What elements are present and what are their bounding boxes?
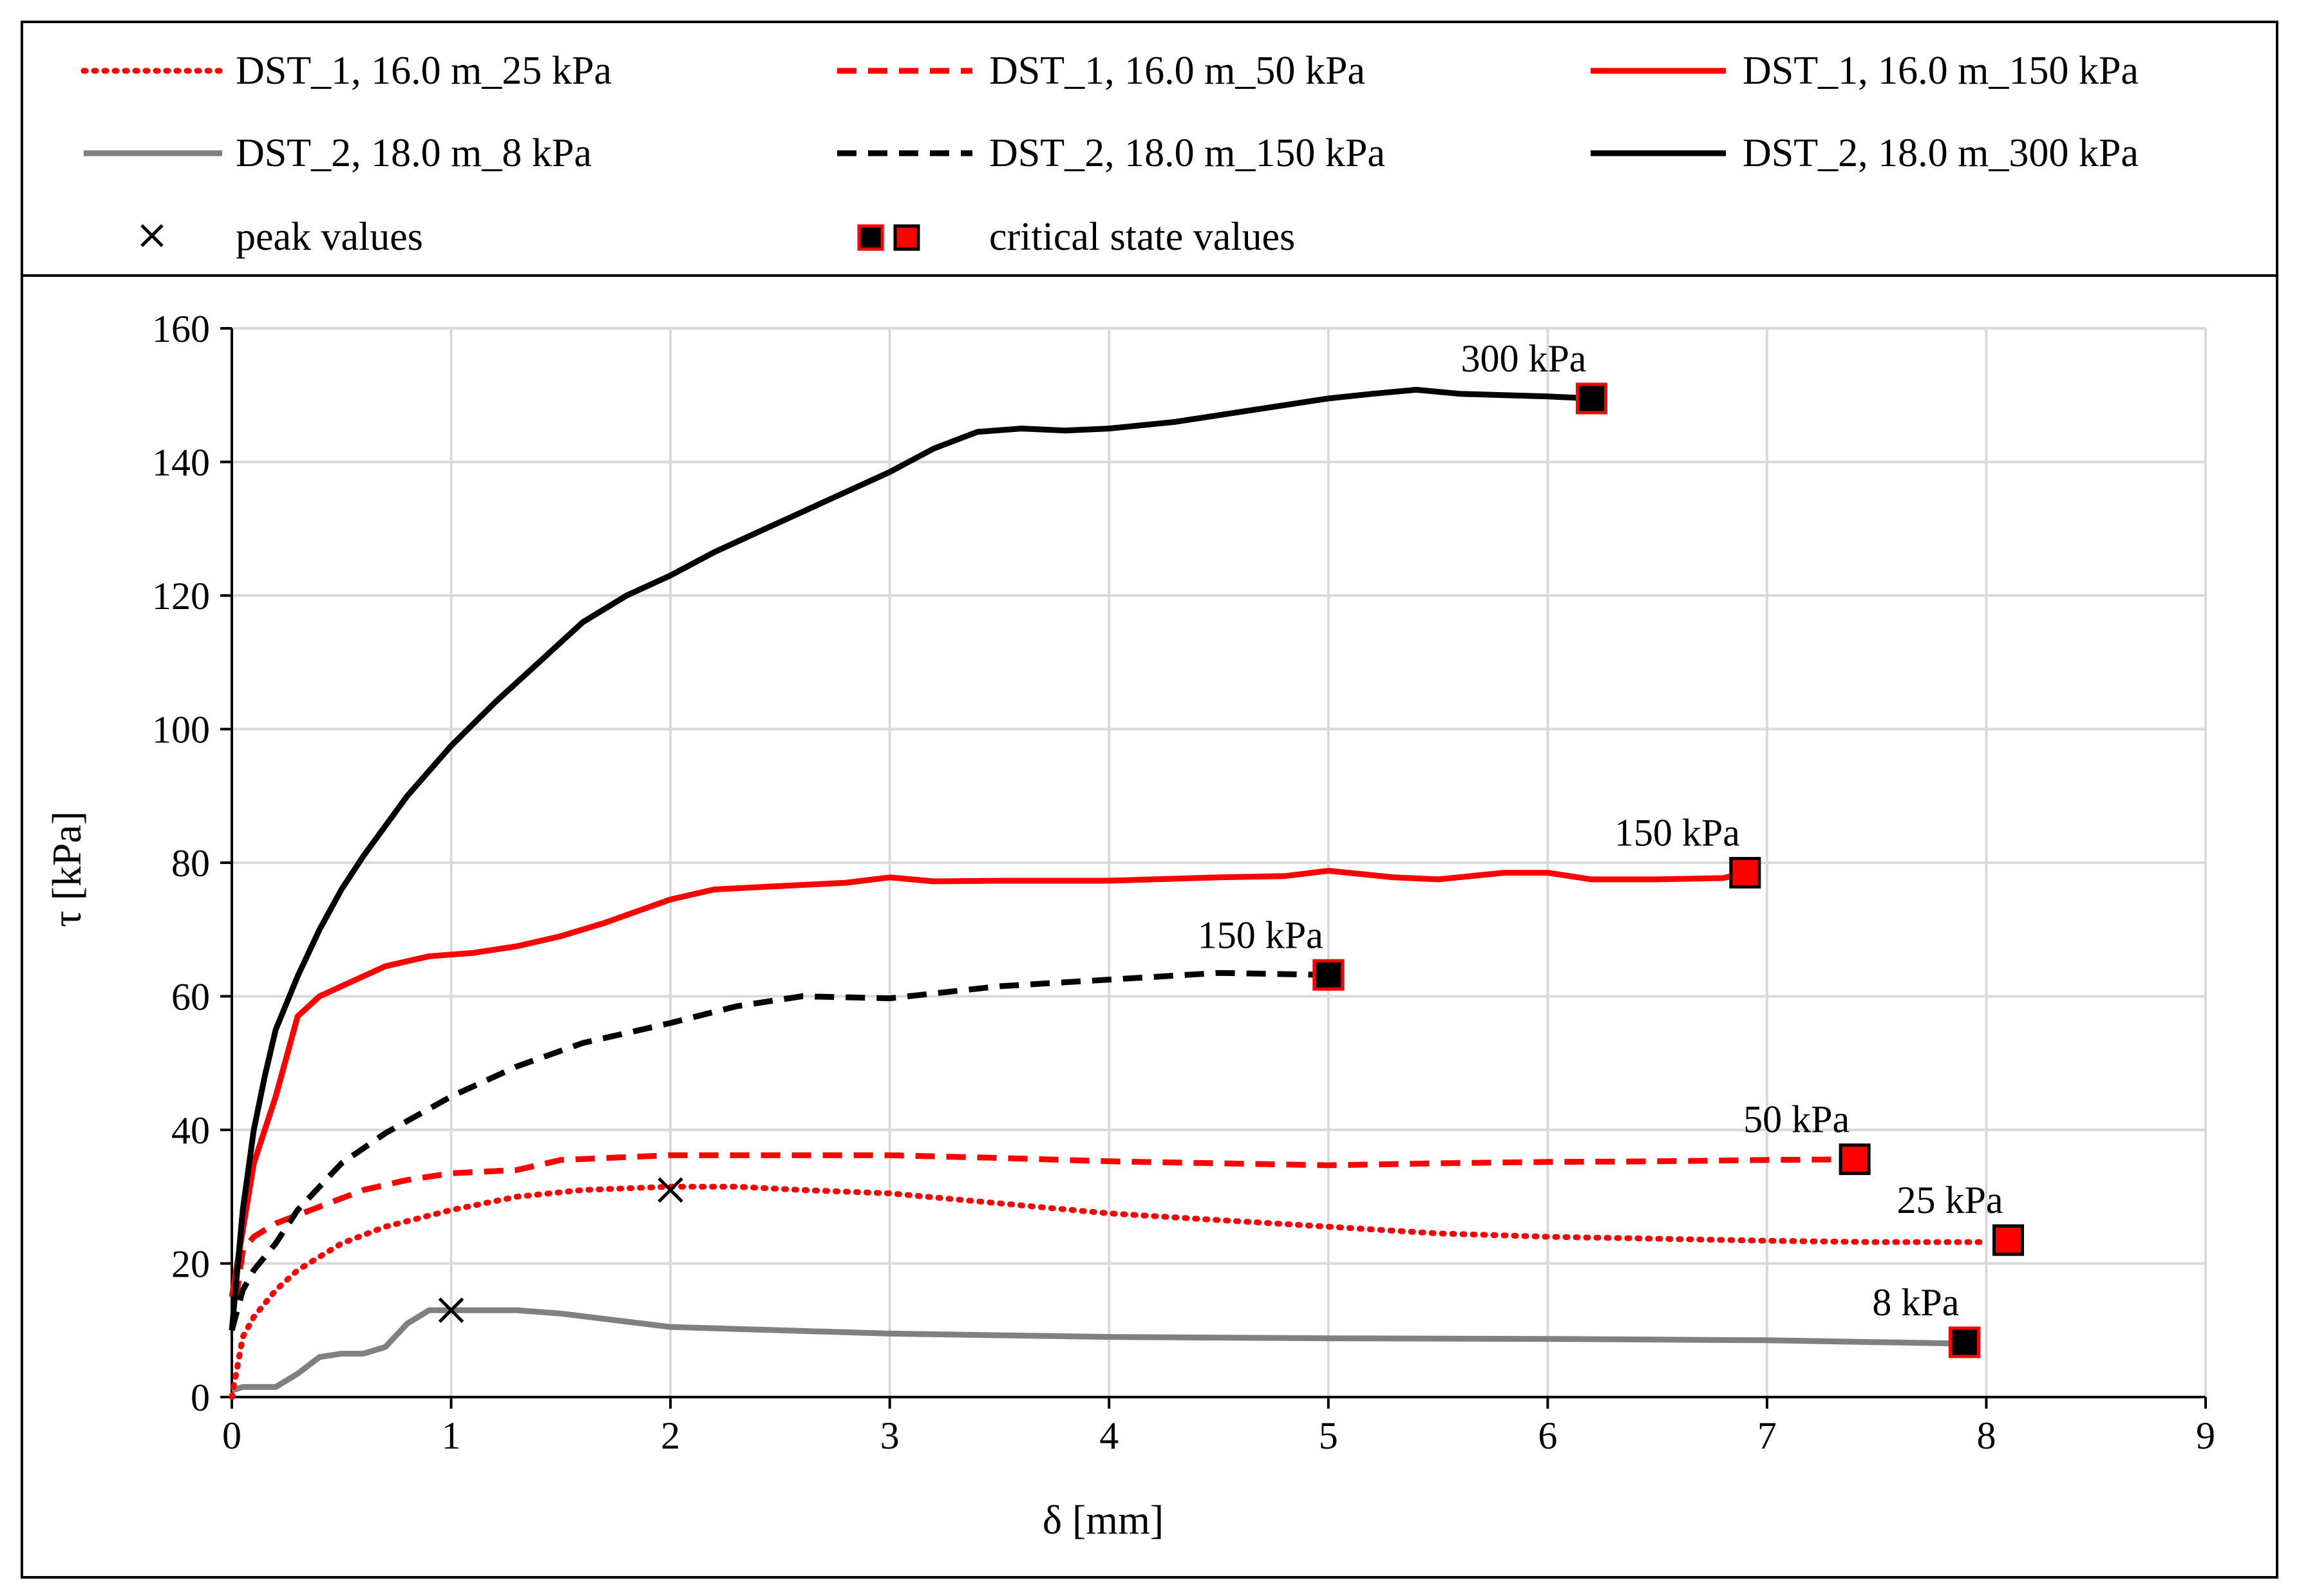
legend-item-series-4: DST_2, 18.0 m_150 kPa: [837, 131, 1385, 175]
y-tick-label: 160: [152, 308, 210, 350]
legend-label-series-2: DST_1, 16.0 m_150 kPa: [1743, 49, 2139, 93]
x-tick-label: 8: [1976, 1414, 1996, 1457]
y-tick-label: 40: [171, 1109, 210, 1152]
legend-peak-marker-icon: [140, 224, 164, 247]
x-tick-label: 0: [222, 1414, 241, 1457]
series-line-4: [229, 970, 1329, 1331]
grid: [232, 327, 2207, 1397]
y-tick-label: 20: [171, 1243, 210, 1286]
x-tick-label: 1: [442, 1414, 461, 1457]
legend-item-series-3: DST_2, 18.0 m_8 kPa: [84, 131, 592, 175]
series-line-0: [229, 1183, 1989, 1400]
y-tick-label: 0: [191, 1376, 210, 1419]
series-lines: [229, 386, 1989, 1400]
x-tick-label: 5: [1319, 1414, 1338, 1457]
y-tick-label: 80: [171, 842, 210, 885]
critical-label-0: 300 kPa: [1461, 337, 1586, 380]
legend-item-critical: critical state values: [857, 215, 1295, 259]
legend-item-peak: peak values: [140, 215, 423, 259]
x-axis-title: δ [mm]: [1043, 1497, 1164, 1543]
legend-label-series-0: DST_1, 16.0 m_25 kPa: [236, 49, 612, 93]
critical-marker-4: [1992, 1224, 2024, 1256]
critical-label-3: 50 kPa: [1743, 1098, 1850, 1141]
legend-label-series-4: DST_2, 18.0 m_150 kPa: [989, 131, 1385, 175]
series-line-1: [229, 1152, 1855, 1331]
peak-marker-0: [438, 1297, 464, 1323]
legend-label-series-5: DST_2, 18.0 m_300 kPa: [1743, 131, 2139, 175]
critical-label-1: 150 kPa: [1614, 812, 1740, 854]
critical-marker-5: [1948, 1326, 1980, 1358]
critical-marker-2: [1312, 959, 1345, 991]
legend-label-series-3: DST_2, 18.0 m_8 kPa: [236, 131, 592, 175]
x-tick-label: 9: [2196, 1414, 2215, 1457]
y-tick-label: 140: [152, 442, 210, 484]
critical-marker-1: [1729, 857, 1761, 889]
legend-critical-black-marker-icon: [857, 224, 884, 251]
critical-marker-3: [1839, 1143, 1871, 1176]
x-tick-label: 4: [1099, 1414, 1119, 1457]
x-tick-label: 3: [880, 1414, 900, 1457]
peak-markers: [438, 1177, 683, 1323]
y-tick-label: 120: [152, 575, 210, 617]
critical-marker-0: [1575, 382, 1607, 415]
legend-item-series-1: DST_1, 16.0 m_50 kPa: [837, 49, 1365, 93]
y-tick-label: 60: [171, 976, 210, 1019]
figure-frame: [21, 21, 2278, 1579]
legend: DST_1, 16.0 m_25 kPa DST_1, 16.0 m_50 kP…: [80, 49, 2139, 259]
critical-label-2: 150 kPa: [1198, 914, 1323, 956]
series-line-5: [229, 386, 1592, 1331]
critical-state-markers: 300 kPa 150 kPa 150 kPa 50 kPa 25 kPa 8 kPa: [1198, 337, 2024, 1358]
x-tick-label: 6: [1538, 1414, 1557, 1457]
legend-label-peak: peak values: [236, 215, 423, 259]
legend-label-series-1: DST_1, 16.0 m_50 kPa: [989, 49, 1365, 93]
x-tick-labels: 0 1 2 3 4 5 6 7 8 9: [222, 1414, 2215, 1457]
x-tick-label: 7: [1757, 1414, 1777, 1457]
x-tick-label: 2: [661, 1414, 680, 1457]
legend-label-critical: critical state values: [989, 215, 1295, 259]
critical-label-4: 25 kPa: [1897, 1179, 2003, 1221]
series-line-3: [231, 1307, 1965, 1393]
y-tick-label: 100: [152, 709, 210, 751]
legend-critical-red-marker-icon: [893, 224, 920, 251]
y-axis-title: τ [kPa]: [44, 811, 90, 927]
legend-item-series-5: DST_2, 18.0 m_300 kPa: [1591, 131, 2139, 175]
peak-marker-1: [658, 1177, 683, 1203]
legend-item-series-0: DST_1, 16.0 m_25 kPa: [80, 49, 612, 93]
legend-item-series-2: DST_1, 16.0 m_150 kPa: [1591, 49, 2139, 93]
critical-label-5: 8 kPa: [1872, 1281, 1959, 1324]
series-line-2: [229, 868, 1746, 1298]
axes: [220, 327, 2207, 1409]
y-tick-labels: 0 20 40 60 80 100 120 140 160: [152, 308, 210, 1419]
